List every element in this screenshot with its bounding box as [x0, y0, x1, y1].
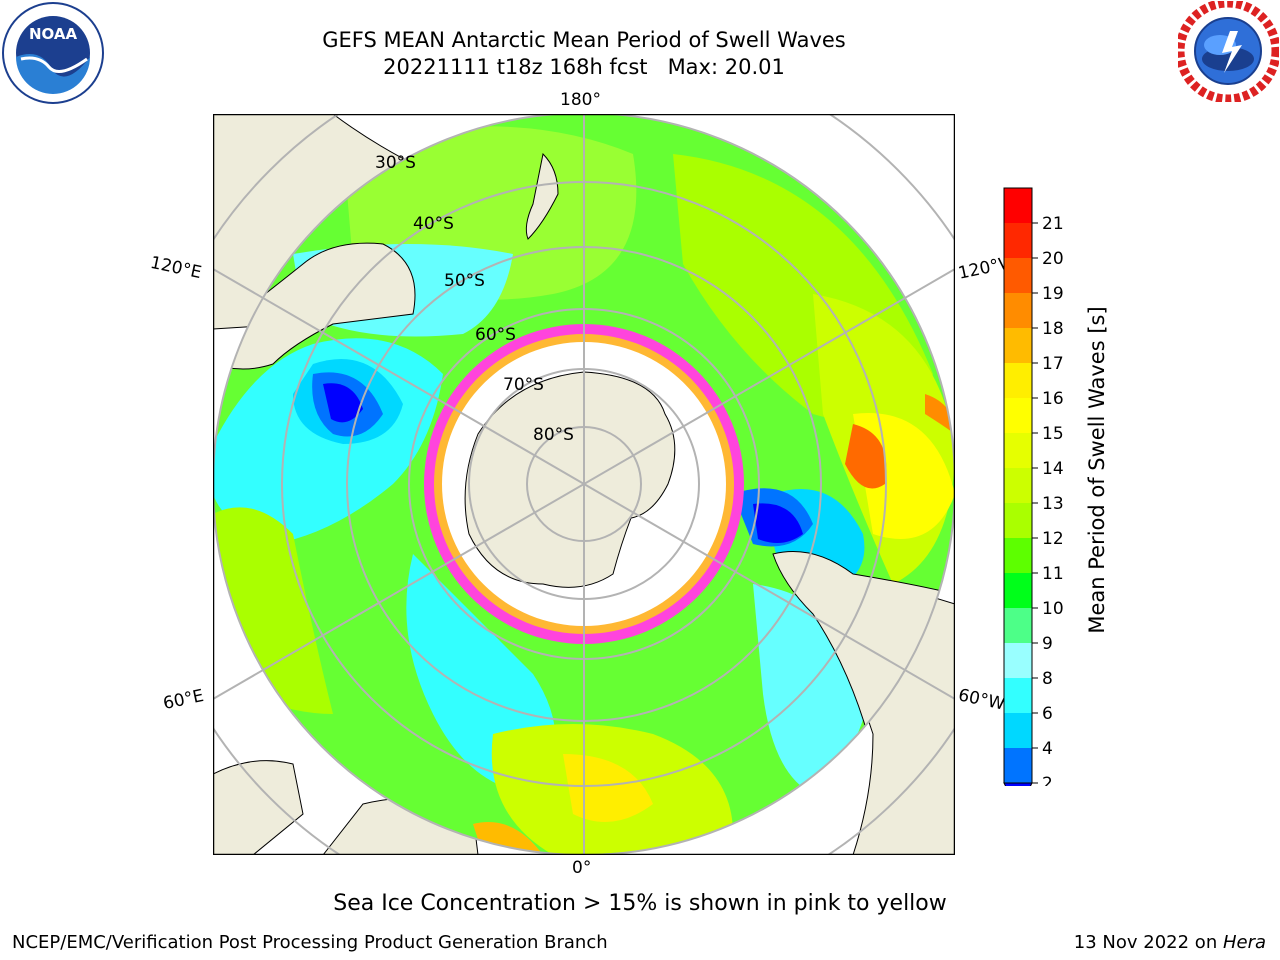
nws-logo-icon	[1178, 1, 1279, 102]
colorbar-tick-label: 12	[1042, 529, 1064, 549]
colorbar-tick-label: 8	[1042, 669, 1053, 689]
footer-date: 13 Nov 2022 on Hera	[1074, 932, 1266, 953]
footer-credit: NCEP/EMC/Verification Post Processing Pr…	[12, 932, 608, 953]
lat-label-70s: 70°S	[503, 375, 544, 395]
colorbar-segment	[1004, 468, 1032, 503]
australia-land	[213, 242, 416, 370]
new-zealand-land	[525, 152, 559, 240]
lat-label-40s: 40°S	[413, 214, 454, 234]
lat-label-60s: 60°S	[475, 325, 516, 345]
colorbar-tick-label: 14	[1042, 459, 1064, 479]
colorbar-segment	[1004, 398, 1032, 433]
colorbar-segment	[1004, 503, 1032, 538]
lon-label-120e: 120°E	[148, 252, 204, 284]
lon-label-180: 180°	[560, 90, 601, 110]
lat-label-50s: 50°S	[444, 271, 485, 291]
colorbar-tick-label: 17	[1042, 354, 1064, 374]
colorbar-tick-label: 15	[1042, 424, 1064, 444]
colorbar-tick-label: 6	[1042, 704, 1053, 724]
colorbar-tick-label: 20	[1042, 249, 1064, 269]
colorbar-tick-label: 11	[1042, 564, 1064, 584]
colorbar-tick-label: 18	[1042, 319, 1064, 339]
colorbar-segment	[1004, 258, 1032, 293]
colorbar-tick-label: 10	[1042, 599, 1064, 619]
colorbar-segment	[1004, 538, 1032, 573]
lat-label-80s: 80°S	[533, 425, 574, 445]
lon-label-60w: 60°W	[956, 685, 1007, 715]
footer-date-text: 13 Nov 2022 on	[1073, 932, 1223, 953]
lon-label-0: 0°	[572, 858, 592, 878]
colorbar-tick-label: 9	[1042, 634, 1053, 654]
colorbar-segment	[1004, 608, 1032, 643]
colorbar-segment	[1004, 678, 1032, 713]
polar-map	[213, 114, 955, 855]
graticule	[213, 114, 955, 855]
colorbar-segment	[1004, 433, 1032, 468]
colorbar-outline	[1003, 187, 1033, 784]
noaa-logo-text: NOAA	[29, 25, 78, 43]
antarctica-land	[464, 371, 676, 588]
lat-label-30s: 30°S	[375, 153, 416, 173]
colorbar-tick-label: 19	[1042, 284, 1064, 304]
colorbar-segment	[1004, 573, 1032, 608]
colorbar-segment	[1004, 713, 1032, 748]
colorbar-tick-label: 13	[1042, 494, 1064, 514]
colorbar-tick-label: 21	[1042, 214, 1064, 234]
colorbar-tick-label: 16	[1042, 389, 1064, 409]
colorbar: 2 4 6 8 9 10 11 12 13 14 15 16 17 18 19 20 21	[1003, 187, 1064, 786]
colorbar-segment	[1004, 293, 1032, 328]
noaa-logo-icon: NOAA	[2, 2, 104, 104]
colorbar-segment	[1004, 223, 1032, 258]
colorbar-segment	[1004, 188, 1032, 223]
sea-ice-note: Sea Ice Concentration > 15% is shown in …	[333, 891, 947, 916]
colorbar-segment	[1004, 748, 1032, 783]
map-title: GEFS MEAN Antarctic Mean Period of Swell…	[322, 28, 846, 52]
colorbar-tick-label: 4	[1042, 739, 1053, 759]
footer-host: Hera	[1222, 932, 1266, 953]
colorbar-segment	[1004, 643, 1032, 678]
colorbar-label: Mean Period of Swell Waves [s]	[1085, 306, 1109, 634]
map-subtitle: 20221111 t18z 168h fcst Max: 20.01	[383, 55, 785, 79]
lon-label-60e: 60°E	[161, 685, 206, 715]
colorbar-segment	[1004, 328, 1032, 363]
colorbar-tick-label: 2	[1042, 774, 1053, 786]
colorbar-segment	[1004, 363, 1032, 398]
